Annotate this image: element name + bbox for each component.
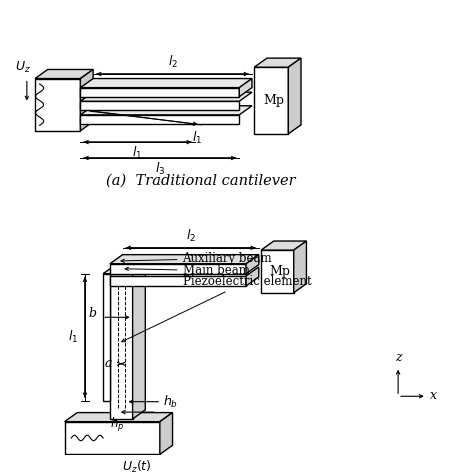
- Polygon shape: [110, 255, 259, 264]
- Polygon shape: [294, 241, 307, 293]
- Text: a: a: [105, 357, 112, 370]
- Polygon shape: [288, 58, 301, 134]
- Text: Mp: Mp: [269, 265, 290, 278]
- Polygon shape: [81, 79, 252, 88]
- Polygon shape: [81, 92, 252, 101]
- Text: $h_b$: $h_b$: [163, 393, 178, 410]
- Polygon shape: [103, 273, 110, 401]
- Polygon shape: [35, 70, 93, 79]
- Polygon shape: [103, 264, 123, 273]
- Polygon shape: [110, 264, 146, 273]
- Text: $l_1$: $l_1$: [68, 329, 78, 345]
- Polygon shape: [81, 70, 93, 131]
- Polygon shape: [261, 241, 307, 250]
- Text: (a)  Traditional cantilever: (a) Traditional cantilever: [106, 173, 295, 188]
- Text: Main beam: Main beam: [125, 264, 249, 277]
- Polygon shape: [239, 79, 252, 97]
- Polygon shape: [133, 264, 146, 419]
- Polygon shape: [110, 264, 246, 273]
- Polygon shape: [160, 412, 173, 455]
- Polygon shape: [254, 67, 288, 134]
- Polygon shape: [254, 58, 301, 67]
- Text: $l_2$: $l_2$: [186, 228, 196, 244]
- Text: Piezoelectric element: Piezoelectric element: [122, 275, 311, 342]
- Polygon shape: [81, 106, 252, 115]
- Text: x: x: [430, 389, 437, 402]
- Text: Mp: Mp: [263, 94, 284, 107]
- Polygon shape: [35, 79, 81, 131]
- Text: $h_p$: $h_p$: [110, 416, 124, 434]
- Polygon shape: [81, 88, 239, 97]
- Polygon shape: [64, 412, 173, 422]
- Polygon shape: [81, 101, 239, 110]
- Text: $U_z(t)$: $U_z(t)$: [122, 459, 152, 474]
- Text: Auxiliary beam: Auxiliary beam: [121, 252, 272, 265]
- Polygon shape: [246, 255, 259, 273]
- Text: $l_3$: $l_3$: [155, 161, 165, 177]
- Text: $U_z$: $U_z$: [15, 60, 30, 75]
- Polygon shape: [246, 267, 259, 286]
- Polygon shape: [64, 422, 160, 455]
- Text: b: b: [88, 307, 96, 320]
- Text: $l_1$: $l_1$: [133, 145, 143, 161]
- Text: z: z: [395, 351, 401, 364]
- Polygon shape: [110, 276, 246, 286]
- Text: $l_1$: $l_1$: [191, 130, 202, 146]
- Polygon shape: [110, 273, 133, 419]
- Text: $l_2$: $l_2$: [167, 55, 178, 70]
- Polygon shape: [81, 115, 239, 124]
- Polygon shape: [261, 250, 294, 293]
